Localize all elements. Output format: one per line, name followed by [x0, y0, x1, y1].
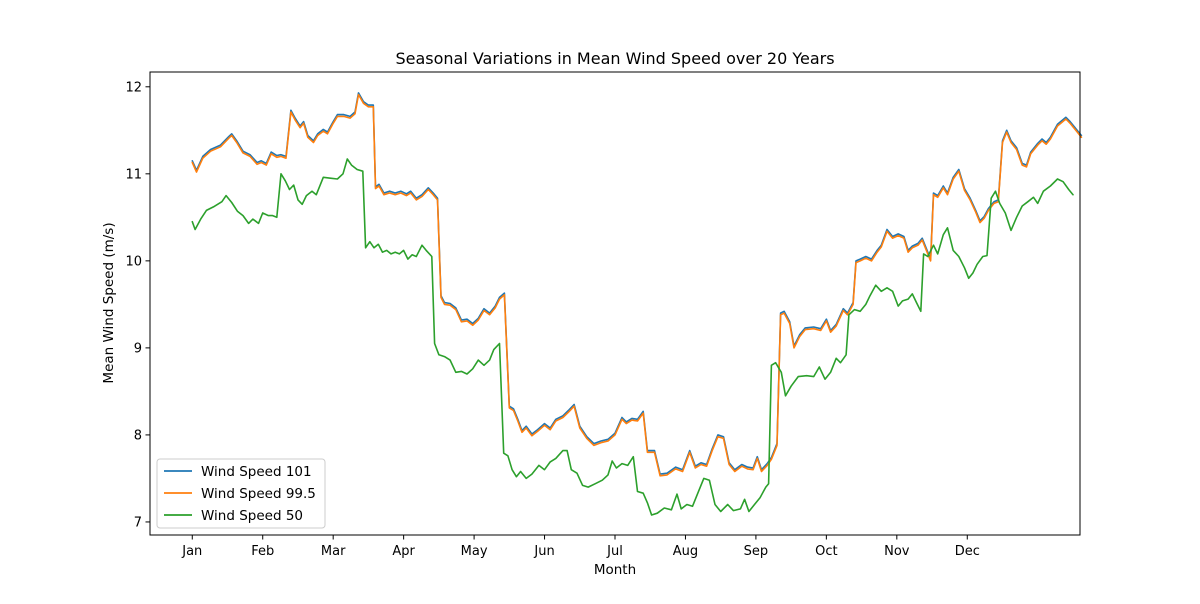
x-tick-label: May — [461, 544, 488, 559]
legend: Wind Speed 101 Wind Speed 99.5 Wind Speed … — [156, 458, 326, 529]
x-tick-label: Apr — [392, 544, 415, 559]
x-tick-label: Jan — [181, 544, 202, 559]
x-tick-label: Mar — [321, 544, 346, 559]
legend-label-1: Wind Speed 99.5 — [201, 486, 316, 502]
y-axis: 7 8 9 10 11 12 — [125, 80, 150, 530]
y-tick-label: 8 — [134, 428, 142, 443]
y-tick-label: 10 — [125, 254, 142, 269]
x-tick-label: Oct — [815, 544, 837, 559]
series-layer — [191, 92, 1083, 516]
x-tick-label: Feb — [251, 544, 274, 559]
series-line-2 — [191, 158, 1074, 516]
x-tick-label: Aug — [673, 544, 698, 559]
x-tick-label: Jun — [533, 544, 554, 559]
y-tick-label: 9 — [134, 341, 142, 356]
series-line-0 — [191, 92, 1083, 475]
y-tick-label: 7 — [134, 515, 142, 530]
x-tick-label: Nov — [884, 544, 910, 559]
legend-label-0: Wind Speed 101 — [201, 464, 312, 480]
legend-box — [156, 458, 326, 529]
x-axis-label: Month — [594, 562, 636, 578]
x-tick-label: Dec — [955, 544, 980, 559]
x-axis: Jan Feb Mar Apr May Jun Jul Aug Sep Oct Nov Dec — [181, 535, 980, 559]
y-axis-label: Mean Wind Speed (m/s) — [101, 222, 117, 383]
x-tick-label: Jul — [606, 544, 623, 559]
legend-label-2: Wind Speed 50 — [201, 508, 303, 524]
x-tick-label: Sep — [744, 544, 769, 559]
chart-title: Seasonal Variations in Mean Wind Speed o… — [395, 49, 834, 68]
y-tick-label: 12 — [125, 80, 142, 95]
y-tick-label: 11 — [125, 167, 142, 182]
series-line-1 — [191, 93, 1083, 477]
